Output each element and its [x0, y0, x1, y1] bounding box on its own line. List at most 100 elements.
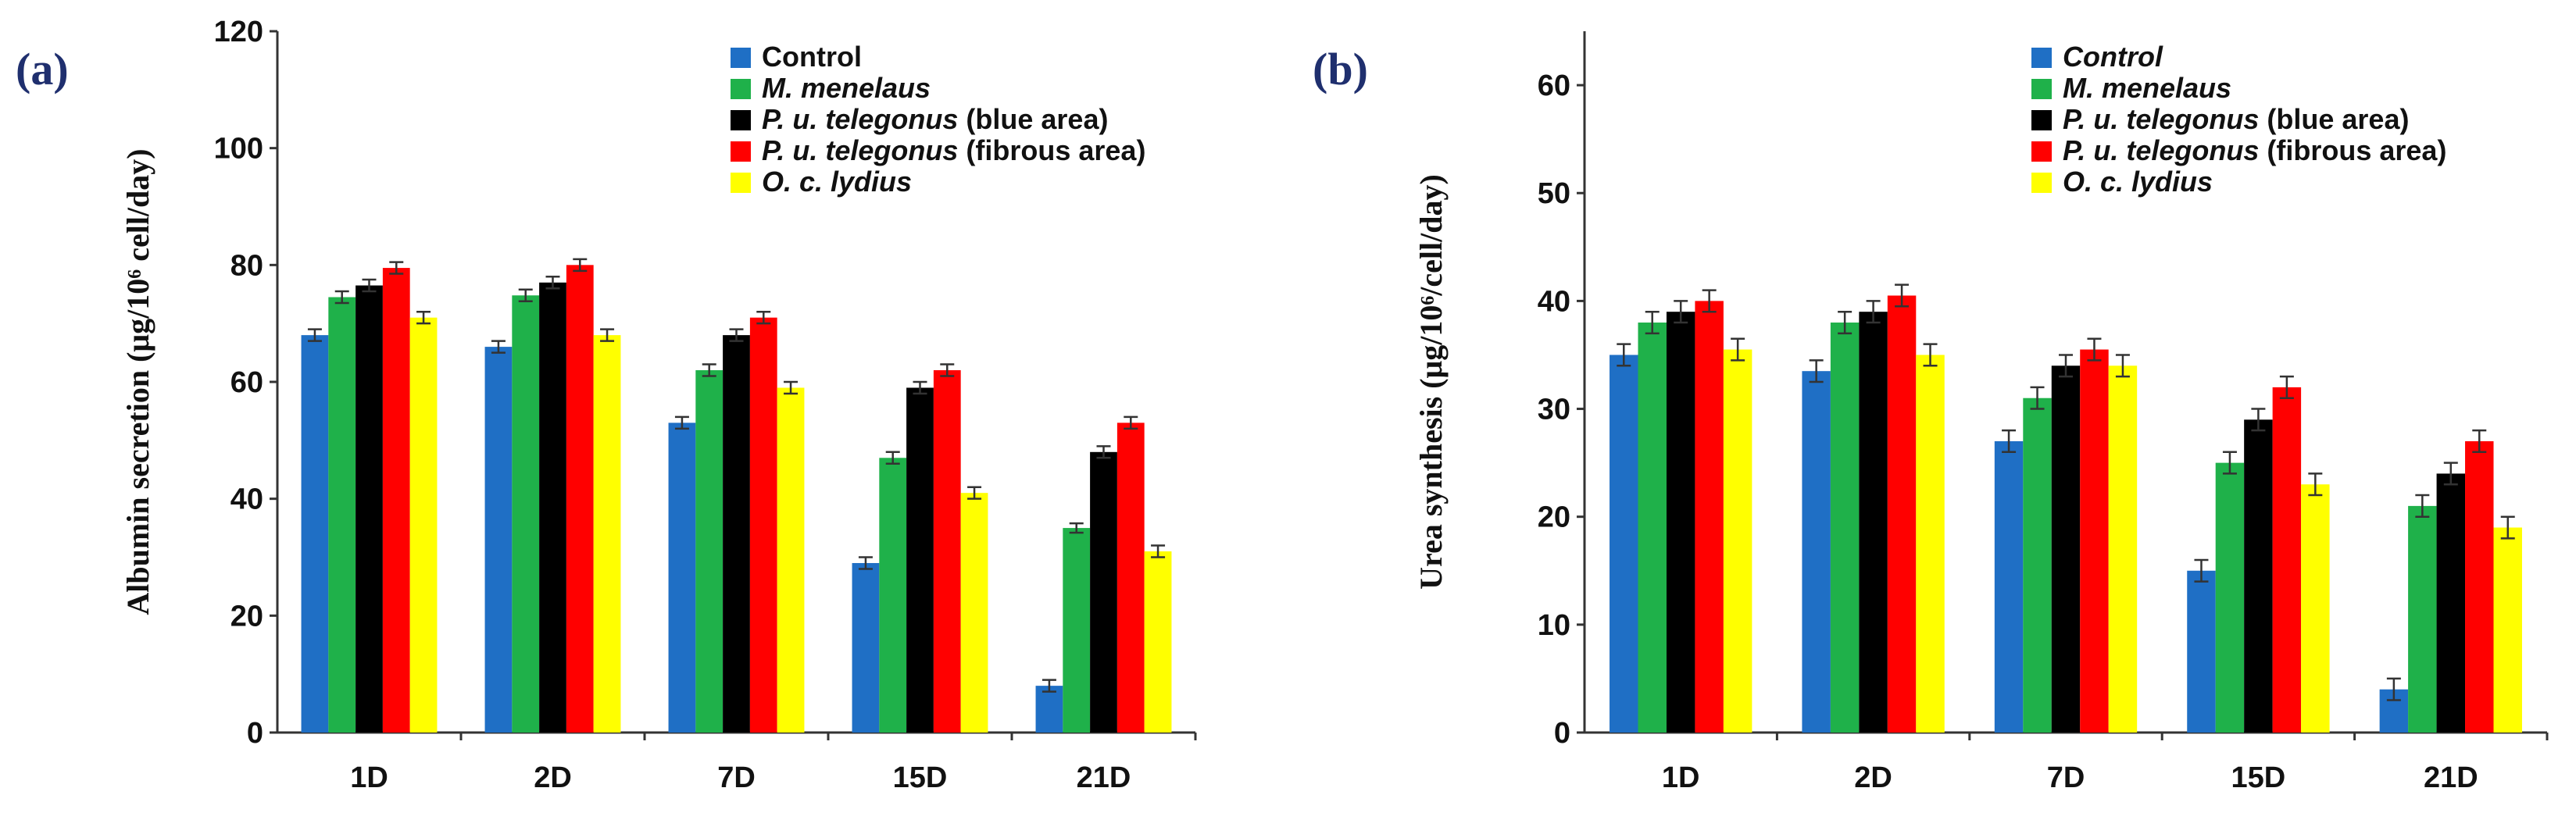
- y-tick-label: 20: [1538, 501, 1570, 534]
- legend-label: Control: [762, 41, 862, 73]
- bar: [695, 370, 723, 733]
- y-tick-label: 60: [1538, 70, 1570, 102]
- panel-label: (b): [1313, 44, 1368, 94]
- legend-swatch: [731, 141, 751, 162]
- y-tick-label: 80: [230, 249, 263, 282]
- legend-label: M. menelaus: [2063, 72, 2231, 104]
- y-tick-label: 40: [230, 483, 263, 516]
- bar: [668, 422, 696, 733]
- legend-swatch: [731, 173, 751, 193]
- bar: [1090, 451, 1117, 733]
- bar: [906, 387, 934, 733]
- legend-swatch: [2031, 110, 2052, 130]
- x-tick-label: 1D: [350, 761, 388, 794]
- y-tick-label: 10: [1538, 609, 1570, 642]
- bar: [933, 370, 961, 733]
- bar: [2051, 365, 2081, 733]
- panel-label: (a): [16, 44, 69, 94]
- bar: [512, 295, 540, 733]
- legend-label: P. u. telegonus (fibrous area): [762, 134, 1145, 166]
- x-tick-label: 2D: [534, 761, 572, 794]
- bar: [328, 297, 356, 733]
- legend-swatch: [731, 48, 751, 68]
- bar: [2023, 398, 2052, 733]
- y-axis-label: Albumin secretion (μg/10⁶ cell/day): [120, 148, 155, 615]
- bar: [1859, 312, 1888, 733]
- legend-label: P. u. telegonus (blue area): [2063, 103, 2409, 135]
- bar: [2436, 473, 2466, 733]
- y-tick-label: 40: [1538, 285, 1570, 318]
- bar: [301, 335, 329, 733]
- y-tick-label: 120: [214, 16, 263, 48]
- x-tick-label: 2D: [1854, 761, 1892, 794]
- bar: [1916, 355, 1945, 733]
- legend-label: P. u. telegonus (fibrous area): [2063, 134, 2446, 166]
- y-axis-label: Urea synthesis (μg/10⁶/cell/day): [1413, 174, 1449, 590]
- bar: [2493, 527, 2522, 733]
- bar: [2244, 419, 2273, 733]
- y-tick-label: 50: [1538, 177, 1570, 210]
- bar: [1638, 323, 1667, 733]
- bar: [382, 268, 410, 733]
- bar: [409, 317, 438, 733]
- y-tick-label: 20: [230, 600, 263, 633]
- bar: [777, 387, 805, 733]
- bar: [2215, 462, 2245, 733]
- bar: [1610, 355, 1638, 733]
- chart-panel-0: 0 20 40 60 80 100 120 1D 2D 7D 15D 21D Albumin secre…: [16, 16, 1197, 794]
- bar: [355, 285, 383, 733]
- bar: [484, 347, 513, 733]
- bar: [1695, 301, 1724, 733]
- legend-swatch: [731, 110, 751, 130]
- bar: [593, 335, 621, 733]
- bar: [1117, 422, 1145, 733]
- x-tick-label: 7D: [717, 761, 756, 794]
- x-tick-label: 21D: [1077, 761, 1131, 794]
- x-tick-label: 21D: [2424, 761, 2478, 794]
- bar: [1063, 528, 1091, 733]
- bar: [2187, 570, 2216, 733]
- legend-swatch: [2031, 79, 2052, 99]
- legend-swatch: [2031, 48, 2052, 68]
- bar: [1887, 295, 1917, 733]
- bar: [1830, 323, 1860, 733]
- y-tick-label: 0: [1554, 717, 1570, 750]
- bar: [749, 317, 777, 733]
- y-tick-label: 60: [230, 366, 263, 399]
- bar: [1994, 440, 2024, 733]
- legend-label: O. c. lydius: [2063, 166, 2213, 198]
- bar: [1723, 349, 1752, 733]
- bar: [1035, 686, 1063, 733]
- bar: [2465, 440, 2494, 733]
- legend-swatch: [731, 79, 751, 99]
- bar: [2080, 349, 2109, 733]
- bar: [723, 335, 750, 733]
- legend-label: M. menelaus: [762, 72, 931, 104]
- y-tick-label: 0: [247, 717, 263, 750]
- x-tick-label: 15D: [893, 761, 948, 794]
- bar: [566, 265, 594, 733]
- bar: [1144, 551, 1172, 733]
- bar: [539, 282, 566, 733]
- bar: [1666, 312, 1695, 733]
- bar: [2301, 484, 2330, 733]
- bar: [879, 458, 907, 733]
- bar: [2108, 365, 2138, 733]
- bar: [2272, 387, 2302, 733]
- bar: [2408, 505, 2437, 733]
- chart-panel-1: 0 10 20 30 40 50 60 1D 2D 7D 15D 21D Urea synthesis …: [1313, 31, 2549, 794]
- y-tick-label: 100: [214, 133, 263, 166]
- legend-label: Control: [2063, 41, 2163, 73]
- bar: [852, 562, 880, 733]
- legend-label: P. u. telegonus (blue area): [762, 103, 1108, 135]
- legend-swatch: [2031, 141, 2052, 162]
- x-tick-label: 7D: [2047, 761, 2085, 794]
- x-tick-label: 15D: [2231, 761, 2286, 794]
- bar: [960, 493, 988, 733]
- y-tick-label: 30: [1538, 394, 1570, 426]
- legend-swatch: [2031, 173, 2052, 193]
- bar: [1802, 371, 1831, 733]
- x-tick-label: 1D: [1662, 761, 1700, 794]
- legend-label: O. c. lydius: [762, 166, 912, 198]
